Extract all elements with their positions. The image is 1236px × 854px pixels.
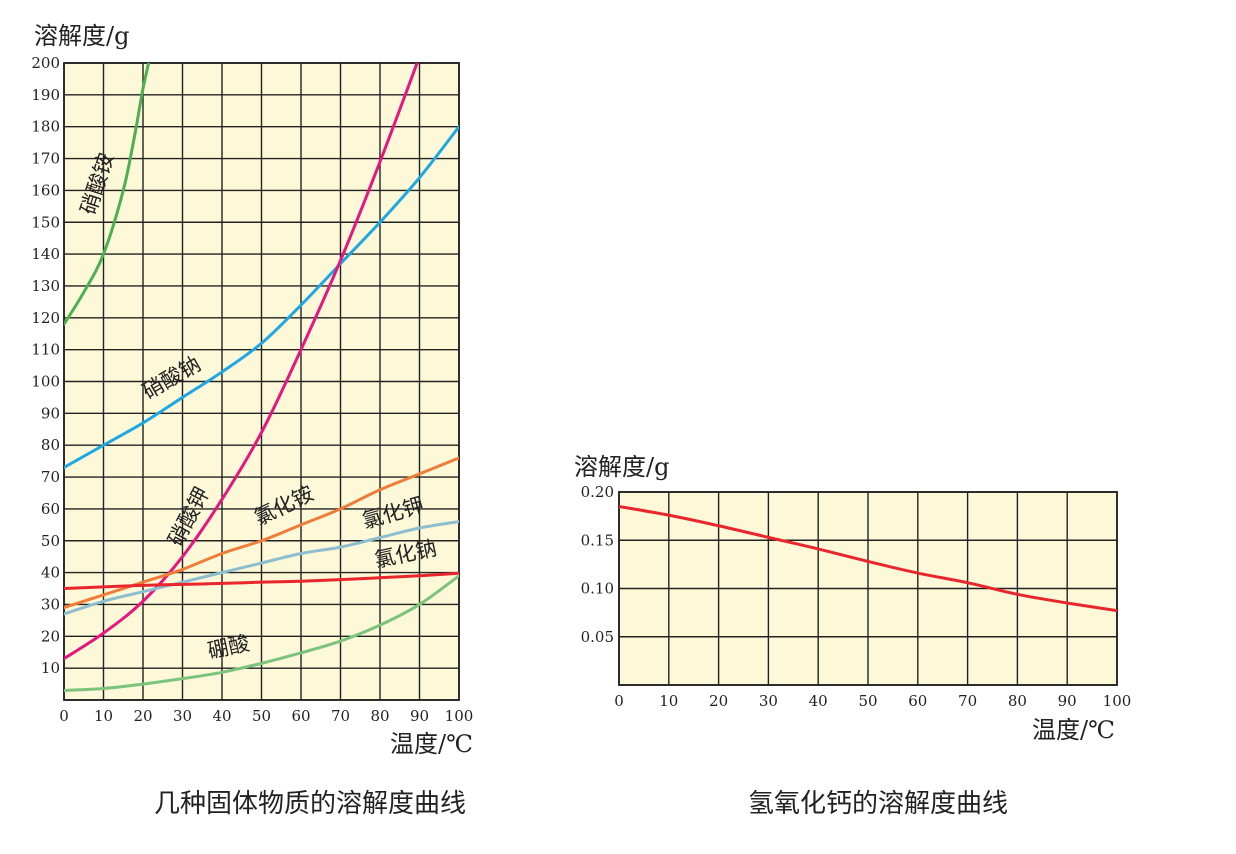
series-line-5 — [64, 520, 459, 616]
chart-several-solids: 0 10 20 30 40 50 60 70 80 90 100 10 20 30 40 50 60 70 80 90… — [31, 22, 473, 819]
x-tick-label: 20 — [709, 692, 728, 710]
x-tick-label: 60 — [908, 692, 927, 710]
plot-frame — [618, 491, 1118, 686]
x-tick-label: 80 — [370, 707, 389, 725]
x-tick-label: 30 — [173, 707, 192, 725]
series-line-1 — [64, 63, 151, 326]
y-tick-label: 140 — [31, 245, 60, 263]
y-tick-label: 40 — [41, 564, 60, 582]
series-line-6 — [64, 571, 459, 591]
x-tick-label: 30 — [759, 692, 778, 710]
y-axis-title: 溶解度/g — [34, 22, 129, 50]
plot-frame — [63, 62, 460, 701]
x-tick-label: 40 — [809, 692, 828, 710]
chart-calcium-hydroxide: 0 10 20 30 40 50 60 70 80 90 100 0.05 0.10 0.15 0.20 溶解… — [574, 453, 1131, 819]
y-tick-label: 200 — [31, 54, 60, 72]
y-tick-label: 100 — [31, 373, 60, 391]
y-tick-label: 0.10 — [581, 580, 614, 598]
grid — [63, 62, 460, 701]
x-tick-label: 70 — [331, 707, 350, 725]
x-axis-title: 温度/℃ — [1032, 716, 1115, 744]
y-tick-label: 90 — [41, 404, 60, 422]
curves — [64, 63, 459, 692]
x-tick-label: 0 — [614, 692, 624, 710]
x-tick-label: 90 — [1058, 692, 1077, 710]
series-line-7 — [64, 574, 459, 692]
y-tick-label: 180 — [31, 118, 60, 136]
y-tick-label: 0.20 — [581, 483, 614, 501]
y-tick-label: 130 — [31, 277, 60, 295]
y-tick-label: 60 — [41, 500, 60, 518]
x-tick-label: 50 — [252, 707, 271, 725]
x-tick-label: 10 — [659, 692, 678, 710]
y-tick-label: 110 — [31, 341, 60, 359]
x-tick-label: 100 — [445, 707, 474, 725]
x-tick-label: 10 — [94, 707, 113, 725]
y-tick-label: 190 — [31, 86, 60, 104]
series-line-3 — [64, 63, 419, 661]
x-tick-label: 60 — [291, 707, 310, 725]
x-tick-label: 20 — [133, 707, 152, 725]
y-tick-label: 0.15 — [581, 531, 614, 549]
x-tick-label: 100 — [1103, 692, 1132, 710]
x-axis-title: 温度/℃ — [390, 730, 473, 758]
y-tick-label: 20 — [41, 627, 60, 645]
x-tick-label: 40 — [212, 707, 231, 725]
y-tick-label: 30 — [41, 595, 60, 613]
y-tick-label: 50 — [41, 532, 60, 550]
series-line-1 — [619, 504, 1117, 613]
x-tick-label: 50 — [858, 692, 877, 710]
y-tick-label: 170 — [31, 150, 60, 168]
y-tick-label: 120 — [31, 309, 60, 327]
figure-caption: 几种固体物质的溶解度曲线 — [154, 789, 466, 819]
x-tick-label: 90 — [410, 707, 429, 725]
x-tick-label: 0 — [59, 707, 69, 725]
series-line-2 — [64, 125, 459, 469]
figure-caption: 氢氧化钙的溶解度曲线 — [748, 789, 1008, 819]
x-tick-label: 70 — [958, 692, 977, 710]
y-tick-label: 0.05 — [581, 628, 614, 646]
y-tick-label: 160 — [31, 181, 60, 199]
y-tick-label: 150 — [31, 213, 60, 231]
y-axis-title: 溶解度/g — [574, 453, 669, 481]
y-tick-label: 80 — [41, 436, 60, 454]
curves — [619, 504, 1117, 613]
x-tick-label: 80 — [1008, 692, 1027, 710]
y-tick-label: 10 — [41, 659, 60, 677]
y-tick-label: 70 — [41, 468, 60, 486]
